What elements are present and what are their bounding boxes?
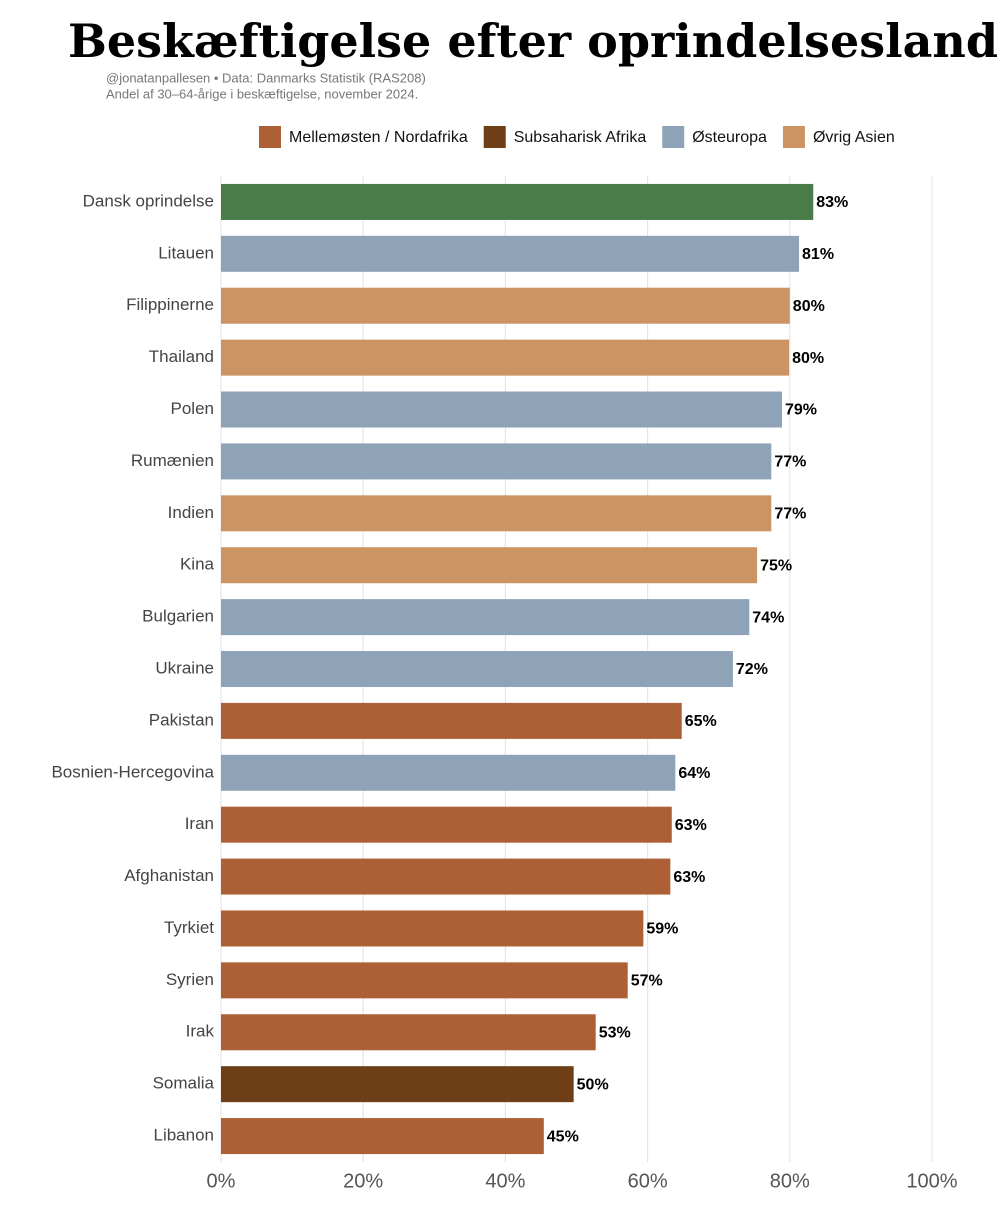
y-tick-label: Bulgarien bbox=[142, 607, 214, 626]
value-label: 45% bbox=[547, 1128, 579, 1145]
value-label: 63% bbox=[675, 817, 707, 834]
y-tick-label: Tyrkiet bbox=[164, 918, 214, 937]
bar bbox=[221, 651, 733, 687]
bar bbox=[221, 495, 772, 532]
value-label: 72% bbox=[736, 661, 768, 678]
x-tick-label: 20% bbox=[343, 1170, 383, 1192]
value-label: 77% bbox=[774, 454, 806, 471]
bar bbox=[221, 858, 671, 895]
y-tick-label: Somalia bbox=[153, 1074, 215, 1093]
legend-label: Østeuropa bbox=[692, 129, 767, 146]
bar bbox=[221, 754, 676, 791]
bar bbox=[221, 391, 782, 428]
y-tick-label: Thailand bbox=[149, 347, 214, 366]
legend-label: Subsaharisk Afrika bbox=[514, 129, 647, 146]
legend-label: Øvrig Asien bbox=[813, 129, 895, 146]
value-label: 59% bbox=[646, 921, 678, 938]
bar bbox=[221, 183, 814, 220]
legend-swatch bbox=[259, 126, 281, 148]
x-tick-label: 60% bbox=[628, 1170, 668, 1192]
y-tick-label: Syrien bbox=[166, 970, 214, 989]
value-label: 81% bbox=[802, 246, 834, 263]
bar bbox=[221, 547, 758, 584]
y-tick-label: Bosnien-Hercegovina bbox=[51, 762, 214, 781]
chart-title: Beskæftigelse efter oprindelsesland bbox=[68, 14, 998, 68]
x-tick-label: 0% bbox=[207, 1170, 236, 1192]
bar bbox=[221, 339, 790, 376]
y-tick-label: Litauen bbox=[158, 243, 214, 262]
value-label: 74% bbox=[752, 609, 784, 626]
bar bbox=[221, 443, 772, 480]
bar bbox=[221, 1014, 596, 1051]
value-label: 77% bbox=[774, 506, 806, 523]
y-tick-label: Irak bbox=[186, 1022, 215, 1041]
value-label: 50% bbox=[577, 1076, 609, 1093]
legend-swatch bbox=[662, 126, 685, 148]
value-label: 57% bbox=[631, 973, 663, 990]
legend-label: Mellemøsten / Nordafrika bbox=[289, 129, 468, 146]
bar bbox=[221, 235, 800, 272]
value-label: 83% bbox=[816, 194, 848, 211]
bar bbox=[221, 962, 628, 999]
bar bbox=[221, 599, 750, 636]
y-tick-label: Pakistan bbox=[149, 710, 214, 729]
subtitle: @jonatanpallesen • Data: Danmarks Statis… bbox=[106, 70, 426, 85]
legend-swatch bbox=[782, 126, 805, 148]
value-label: 53% bbox=[599, 1024, 631, 1041]
y-tick-label: Libanon bbox=[153, 1126, 214, 1145]
y-tick-label: Afghanistan bbox=[124, 866, 214, 885]
bar bbox=[221, 910, 644, 947]
y-tick-label: Dansk oprindelse bbox=[83, 191, 214, 210]
value-label: 80% bbox=[793, 298, 825, 315]
bar bbox=[221, 1118, 544, 1155]
bar bbox=[221, 1066, 574, 1103]
bar bbox=[221, 287, 790, 324]
x-tick-label: 80% bbox=[770, 1170, 810, 1192]
y-tick-label: Rumænien bbox=[131, 451, 214, 470]
subtitle: Andel af 30–64-årige i beskæftigelse, no… bbox=[106, 86, 418, 101]
bar bbox=[221, 702, 682, 739]
value-label: 65% bbox=[685, 713, 717, 730]
value-label: 75% bbox=[760, 557, 792, 574]
y-tick-label: Filippinerne bbox=[126, 295, 214, 314]
y-tick-label: Kina bbox=[180, 555, 215, 574]
y-tick-label: Iran bbox=[185, 814, 214, 833]
y-tick-label: Polen bbox=[171, 399, 214, 418]
value-label: 80% bbox=[792, 350, 824, 367]
value-label: 79% bbox=[785, 402, 817, 419]
y-tick-label: Ukraine bbox=[155, 658, 214, 677]
x-tick-label: 40% bbox=[485, 1170, 525, 1192]
value-label: 63% bbox=[673, 869, 705, 886]
x-tick-label: 100% bbox=[906, 1170, 957, 1192]
bar bbox=[221, 806, 672, 843]
y-tick-label: Indien bbox=[168, 503, 214, 522]
value-label: 64% bbox=[678, 765, 710, 782]
legend-swatch bbox=[483, 126, 506, 148]
